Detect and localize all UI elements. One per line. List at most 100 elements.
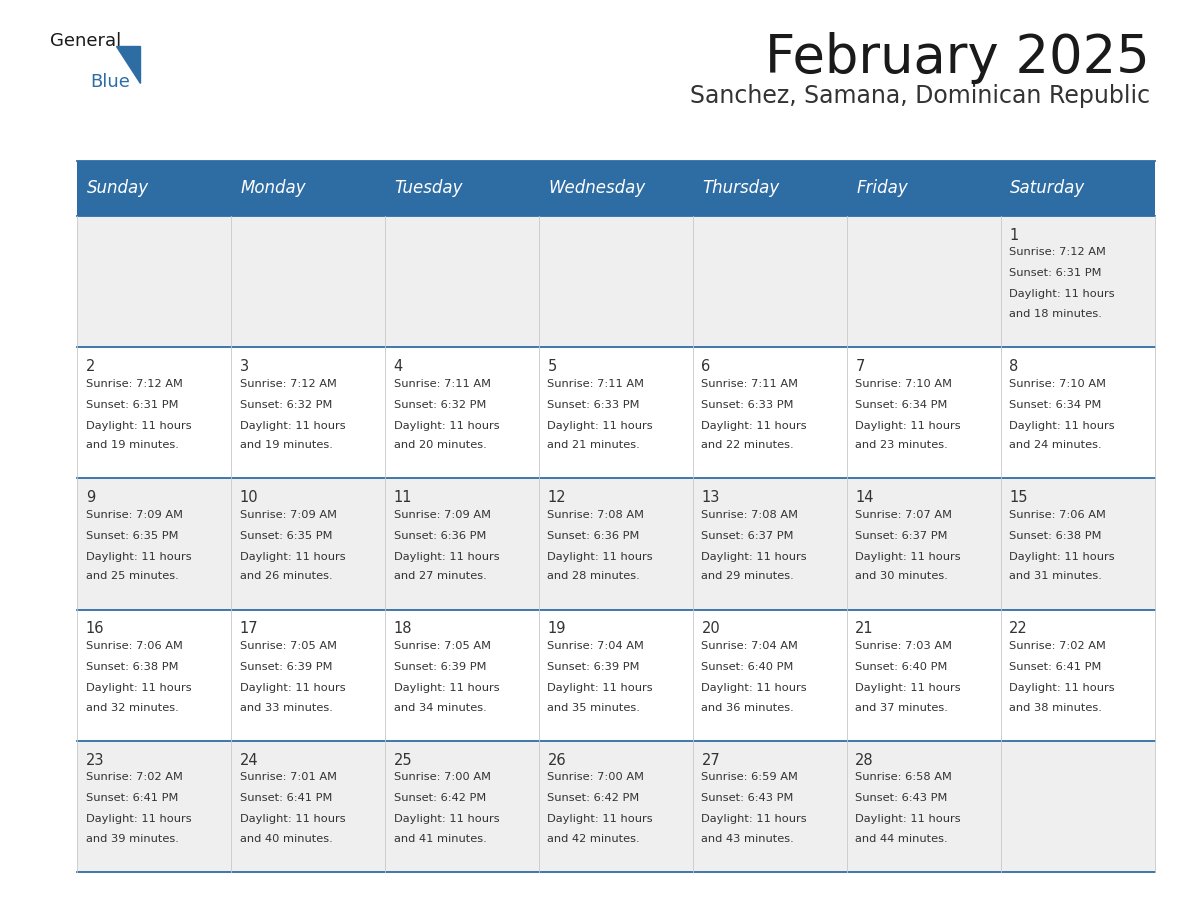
Text: Sunrise: 7:04 AM: Sunrise: 7:04 AM [701, 641, 798, 651]
Text: and 21 minutes.: and 21 minutes. [548, 441, 640, 450]
Text: Daylight: 11 hours: Daylight: 11 hours [701, 683, 807, 693]
Text: and 31 minutes.: and 31 minutes. [1010, 572, 1102, 581]
Text: 16: 16 [86, 621, 105, 636]
Text: 7: 7 [855, 359, 865, 374]
Text: and 35 minutes.: and 35 minutes. [548, 703, 640, 712]
Polygon shape [116, 46, 140, 83]
Bar [847, 161, 1000, 216]
Text: Sunset: 6:39 PM: Sunset: 6:39 PM [393, 662, 486, 672]
Text: Daylight: 11 hours: Daylight: 11 hours [240, 814, 346, 824]
Text: 20: 20 [701, 621, 720, 636]
Text: Sunrise: 7:00 AM: Sunrise: 7:00 AM [548, 772, 644, 782]
Text: 21: 21 [855, 621, 874, 636]
Text: Sunrise: 7:12 AM: Sunrise: 7:12 AM [86, 378, 183, 388]
Text: and 27 minutes.: and 27 minutes. [393, 572, 486, 581]
Text: Monday: Monday [240, 179, 307, 197]
Text: Blue: Blue [90, 73, 131, 92]
Text: 4: 4 [393, 359, 403, 374]
Bar [1000, 161, 1155, 216]
Text: 1: 1 [1010, 228, 1018, 242]
Bar [77, 478, 1155, 610]
Text: Sunset: 6:31 PM: Sunset: 6:31 PM [1010, 268, 1101, 278]
Text: Sunset: 6:42 PM: Sunset: 6:42 PM [393, 793, 486, 803]
Text: and 22 minutes.: and 22 minutes. [701, 441, 794, 450]
Text: Daylight: 11 hours: Daylight: 11 hours [393, 420, 499, 431]
Text: Sunrise: 7:09 AM: Sunrise: 7:09 AM [393, 509, 491, 520]
Text: and 26 minutes.: and 26 minutes. [240, 572, 333, 581]
Text: 19: 19 [548, 621, 565, 636]
Text: Sunset: 6:31 PM: Sunset: 6:31 PM [86, 399, 178, 409]
Text: Sunset: 6:41 PM: Sunset: 6:41 PM [240, 793, 331, 803]
Text: and 24 minutes.: and 24 minutes. [1010, 441, 1102, 450]
Text: Sunset: 6:35 PM: Sunset: 6:35 PM [86, 531, 178, 541]
Text: Daylight: 11 hours: Daylight: 11 hours [701, 814, 807, 824]
Text: Sunrise: 7:09 AM: Sunrise: 7:09 AM [86, 509, 183, 520]
Text: and 41 minutes.: and 41 minutes. [393, 834, 486, 844]
Text: and 29 minutes.: and 29 minutes. [701, 572, 794, 581]
Text: 5: 5 [548, 359, 557, 374]
Bar [77, 741, 1155, 872]
Text: 2: 2 [86, 359, 95, 374]
Text: and 40 minutes.: and 40 minutes. [240, 834, 333, 844]
Text: Daylight: 11 hours: Daylight: 11 hours [86, 552, 191, 562]
Text: Sunrise: 7:09 AM: Sunrise: 7:09 AM [240, 509, 336, 520]
Text: Sunset: 6:39 PM: Sunset: 6:39 PM [240, 662, 333, 672]
Text: Sunset: 6:37 PM: Sunset: 6:37 PM [855, 531, 948, 541]
Text: 26: 26 [548, 753, 567, 767]
Text: Daylight: 11 hours: Daylight: 11 hours [240, 683, 346, 693]
Bar [77, 216, 1155, 347]
Text: Daylight: 11 hours: Daylight: 11 hours [855, 814, 961, 824]
Text: Sunset: 6:34 PM: Sunset: 6:34 PM [1010, 399, 1101, 409]
Text: 22: 22 [1010, 621, 1028, 636]
Text: and 19 minutes.: and 19 minutes. [86, 441, 178, 450]
Text: Saturday: Saturday [1010, 179, 1086, 197]
Text: 27: 27 [701, 753, 720, 767]
Text: Sunset: 6:36 PM: Sunset: 6:36 PM [548, 531, 640, 541]
Text: 6: 6 [701, 359, 710, 374]
Text: Sunset: 6:41 PM: Sunset: 6:41 PM [1010, 662, 1101, 672]
Text: Sunset: 6:43 PM: Sunset: 6:43 PM [855, 793, 948, 803]
Text: Daylight: 11 hours: Daylight: 11 hours [548, 814, 653, 824]
Text: Daylight: 11 hours: Daylight: 11 hours [240, 552, 346, 562]
Text: Daylight: 11 hours: Daylight: 11 hours [855, 683, 961, 693]
Text: Daylight: 11 hours: Daylight: 11 hours [393, 683, 499, 693]
Text: Thursday: Thursday [702, 179, 779, 197]
Text: and 32 minutes.: and 32 minutes. [86, 703, 178, 712]
Text: and 25 minutes.: and 25 minutes. [86, 572, 178, 581]
Text: Sunrise: 7:05 AM: Sunrise: 7:05 AM [240, 641, 336, 651]
Text: Sanchez, Samana, Dominican Republic: Sanchez, Samana, Dominican Republic [690, 84, 1150, 108]
Bar [693, 161, 847, 216]
Text: Sunday: Sunday [87, 179, 148, 197]
Text: Sunrise: 7:05 AM: Sunrise: 7:05 AM [393, 641, 491, 651]
Text: Sunset: 6:38 PM: Sunset: 6:38 PM [86, 662, 178, 672]
Text: and 38 minutes.: and 38 minutes. [1010, 703, 1102, 712]
Text: and 30 minutes.: and 30 minutes. [855, 572, 948, 581]
Text: Sunrise: 7:02 AM: Sunrise: 7:02 AM [1010, 641, 1106, 651]
Text: Sunrise: 7:11 AM: Sunrise: 7:11 AM [548, 378, 644, 388]
Text: Daylight: 11 hours: Daylight: 11 hours [1010, 683, 1114, 693]
Text: and 43 minutes.: and 43 minutes. [701, 834, 794, 844]
Text: Sunrise: 7:10 AM: Sunrise: 7:10 AM [855, 378, 953, 388]
Text: Sunset: 6:34 PM: Sunset: 6:34 PM [855, 399, 948, 409]
Text: Sunrise: 6:58 AM: Sunrise: 6:58 AM [855, 772, 953, 782]
Text: Sunrise: 7:11 AM: Sunrise: 7:11 AM [701, 378, 798, 388]
Text: and 18 minutes.: and 18 minutes. [1010, 309, 1102, 319]
Text: 24: 24 [240, 753, 258, 767]
Text: General: General [50, 32, 121, 50]
Text: Sunset: 6:37 PM: Sunset: 6:37 PM [701, 531, 794, 541]
Text: Sunset: 6:36 PM: Sunset: 6:36 PM [393, 531, 486, 541]
Text: Sunrise: 7:00 AM: Sunrise: 7:00 AM [393, 772, 491, 782]
Text: 23: 23 [86, 753, 105, 767]
Text: Friday: Friday [857, 179, 908, 197]
Text: and 39 minutes.: and 39 minutes. [86, 834, 178, 844]
Text: Sunset: 6:43 PM: Sunset: 6:43 PM [701, 793, 794, 803]
Text: and 23 minutes.: and 23 minutes. [855, 441, 948, 450]
Text: Sunset: 6:32 PM: Sunset: 6:32 PM [393, 399, 486, 409]
Text: 17: 17 [240, 621, 258, 636]
Text: Daylight: 11 hours: Daylight: 11 hours [393, 814, 499, 824]
Text: Sunrise: 7:12 AM: Sunrise: 7:12 AM [1010, 247, 1106, 257]
Text: Daylight: 11 hours: Daylight: 11 hours [548, 552, 653, 562]
Text: 25: 25 [393, 753, 412, 767]
Text: 11: 11 [393, 490, 412, 505]
Text: Daylight: 11 hours: Daylight: 11 hours [548, 683, 653, 693]
